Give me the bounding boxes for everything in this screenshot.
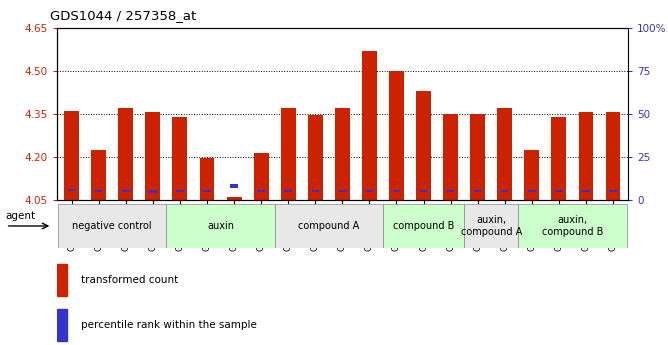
Text: auxin,
compound B: auxin, compound B xyxy=(542,215,603,237)
FancyBboxPatch shape xyxy=(166,204,275,248)
FancyBboxPatch shape xyxy=(518,204,627,248)
Bar xyxy=(552,117,566,200)
Bar xyxy=(393,190,400,192)
Bar xyxy=(524,150,539,200)
Text: compound B: compound B xyxy=(393,221,454,231)
Bar xyxy=(339,190,346,192)
Bar xyxy=(118,108,133,200)
Bar xyxy=(365,190,373,192)
Bar xyxy=(609,190,617,192)
Text: percentile rank within the sample: percentile rank within the sample xyxy=(81,320,257,330)
Text: GDS1044 / 257358_at: GDS1044 / 257358_at xyxy=(50,9,196,22)
Bar xyxy=(254,153,269,200)
Bar xyxy=(95,190,102,192)
Bar xyxy=(501,190,508,192)
Bar xyxy=(528,190,536,192)
Bar xyxy=(606,112,621,200)
Bar xyxy=(57,264,67,296)
Text: negative control: negative control xyxy=(72,221,152,231)
Bar xyxy=(420,190,428,192)
Bar xyxy=(230,184,238,188)
Text: auxin: auxin xyxy=(207,221,234,231)
Bar xyxy=(308,115,323,200)
Bar xyxy=(146,112,160,200)
Bar xyxy=(226,197,242,200)
Bar xyxy=(281,108,296,200)
Bar xyxy=(443,114,458,200)
Bar xyxy=(92,150,106,200)
Bar xyxy=(416,91,431,200)
Bar xyxy=(497,108,512,200)
Bar xyxy=(57,309,67,341)
FancyBboxPatch shape xyxy=(58,204,166,248)
Bar xyxy=(285,190,292,192)
Text: auxin,
compound A: auxin, compound A xyxy=(461,215,522,237)
Bar xyxy=(578,112,593,200)
Bar xyxy=(311,190,319,192)
Text: agent: agent xyxy=(6,211,36,221)
Bar xyxy=(582,190,590,192)
Bar xyxy=(122,190,130,192)
Bar xyxy=(149,190,156,193)
Bar xyxy=(64,111,79,200)
Bar xyxy=(362,51,377,200)
Bar xyxy=(474,190,482,192)
Text: transformed count: transformed count xyxy=(81,275,178,285)
Bar xyxy=(555,190,562,192)
FancyBboxPatch shape xyxy=(383,204,464,248)
Bar xyxy=(176,190,184,192)
FancyBboxPatch shape xyxy=(464,204,518,248)
Bar xyxy=(447,190,454,192)
Bar xyxy=(68,189,75,191)
Bar xyxy=(257,190,265,192)
Bar xyxy=(203,190,210,192)
Bar xyxy=(335,108,350,200)
FancyBboxPatch shape xyxy=(275,204,383,248)
Bar xyxy=(200,158,214,200)
Text: compound A: compound A xyxy=(298,221,359,231)
Bar xyxy=(389,71,404,200)
Bar xyxy=(172,117,188,200)
Bar xyxy=(470,114,485,200)
